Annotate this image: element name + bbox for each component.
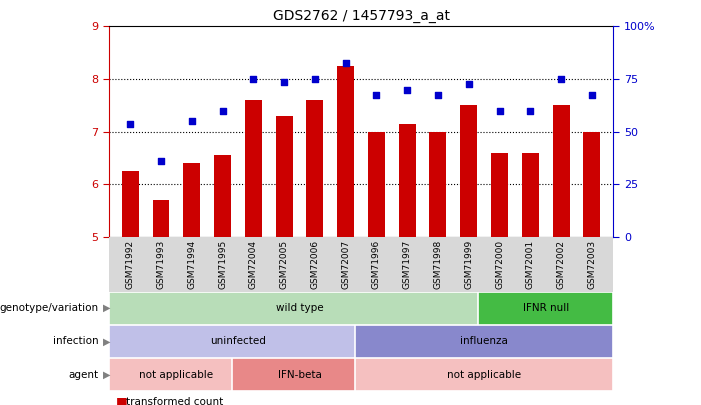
- Text: GSM72002: GSM72002: [557, 240, 566, 289]
- Bar: [478, 292, 613, 325]
- Bar: [214, 155, 231, 237]
- Text: ▶: ▶: [103, 303, 111, 313]
- Point: [340, 60, 351, 66]
- Text: GSM71997: GSM71997: [402, 240, 411, 289]
- Bar: [109, 292, 490, 325]
- Text: GSM72005: GSM72005: [280, 240, 289, 289]
- Bar: [109, 358, 244, 391]
- Bar: [183, 163, 200, 237]
- Text: GSM72000: GSM72000: [495, 240, 504, 289]
- Text: GSM72003: GSM72003: [587, 240, 597, 289]
- Bar: [275, 116, 292, 237]
- Bar: [122, 171, 139, 237]
- Bar: [461, 105, 477, 237]
- Point: [371, 92, 382, 98]
- Text: GSM71993: GSM71993: [156, 240, 165, 289]
- Bar: [355, 325, 613, 358]
- Bar: [245, 100, 261, 237]
- Text: GSM71994: GSM71994: [187, 240, 196, 289]
- Text: GSM71996: GSM71996: [372, 240, 381, 289]
- Bar: [232, 358, 367, 391]
- Point: [309, 76, 320, 82]
- Bar: [583, 132, 600, 237]
- Text: not applicable: not applicable: [139, 370, 213, 379]
- Text: GSM72006: GSM72006: [311, 240, 320, 289]
- Point: [463, 81, 475, 87]
- Point: [186, 118, 198, 124]
- Text: uninfected: uninfected: [210, 337, 266, 346]
- Text: infection: infection: [53, 337, 98, 346]
- Bar: [491, 153, 508, 237]
- Text: IFNR null: IFNR null: [522, 303, 569, 313]
- Bar: [355, 358, 613, 391]
- Point: [125, 120, 136, 127]
- Point: [433, 92, 444, 98]
- Bar: [109, 325, 367, 358]
- Point: [217, 107, 228, 114]
- Text: agent: agent: [68, 370, 98, 379]
- Point: [156, 158, 167, 164]
- Point: [524, 107, 536, 114]
- Text: wild type: wild type: [275, 303, 323, 313]
- Bar: [399, 124, 416, 237]
- Bar: [306, 100, 323, 237]
- Point: [247, 76, 259, 82]
- Text: GSM72004: GSM72004: [249, 240, 258, 289]
- Text: GSM72001: GSM72001: [526, 240, 535, 289]
- Text: not applicable: not applicable: [447, 370, 521, 379]
- Bar: [337, 66, 354, 237]
- Bar: [368, 132, 385, 237]
- Point: [402, 86, 413, 93]
- Text: genotype/variation: genotype/variation: [0, 303, 98, 313]
- Text: influenza: influenza: [460, 337, 508, 346]
- Point: [278, 78, 290, 85]
- Text: IFN-beta: IFN-beta: [278, 370, 321, 379]
- Bar: [153, 200, 170, 237]
- Text: GSM71995: GSM71995: [218, 240, 227, 289]
- Text: ▶: ▶: [103, 370, 111, 379]
- Text: ■: ■: [116, 395, 128, 405]
- Bar: [430, 132, 447, 237]
- Text: GSM71998: GSM71998: [433, 240, 442, 289]
- Text: GSM71992: GSM71992: [125, 240, 135, 289]
- Text: GSM71999: GSM71999: [464, 240, 473, 289]
- Point: [494, 107, 505, 114]
- Text: transformed count: transformed count: [126, 397, 224, 405]
- Text: ▶: ▶: [103, 337, 111, 346]
- Text: GSM72007: GSM72007: [341, 240, 350, 289]
- Bar: [522, 153, 539, 237]
- Point: [555, 76, 566, 82]
- Title: GDS2762 / 1457793_a_at: GDS2762 / 1457793_a_at: [273, 9, 449, 23]
- Bar: [552, 105, 569, 237]
- Point: [586, 92, 597, 98]
